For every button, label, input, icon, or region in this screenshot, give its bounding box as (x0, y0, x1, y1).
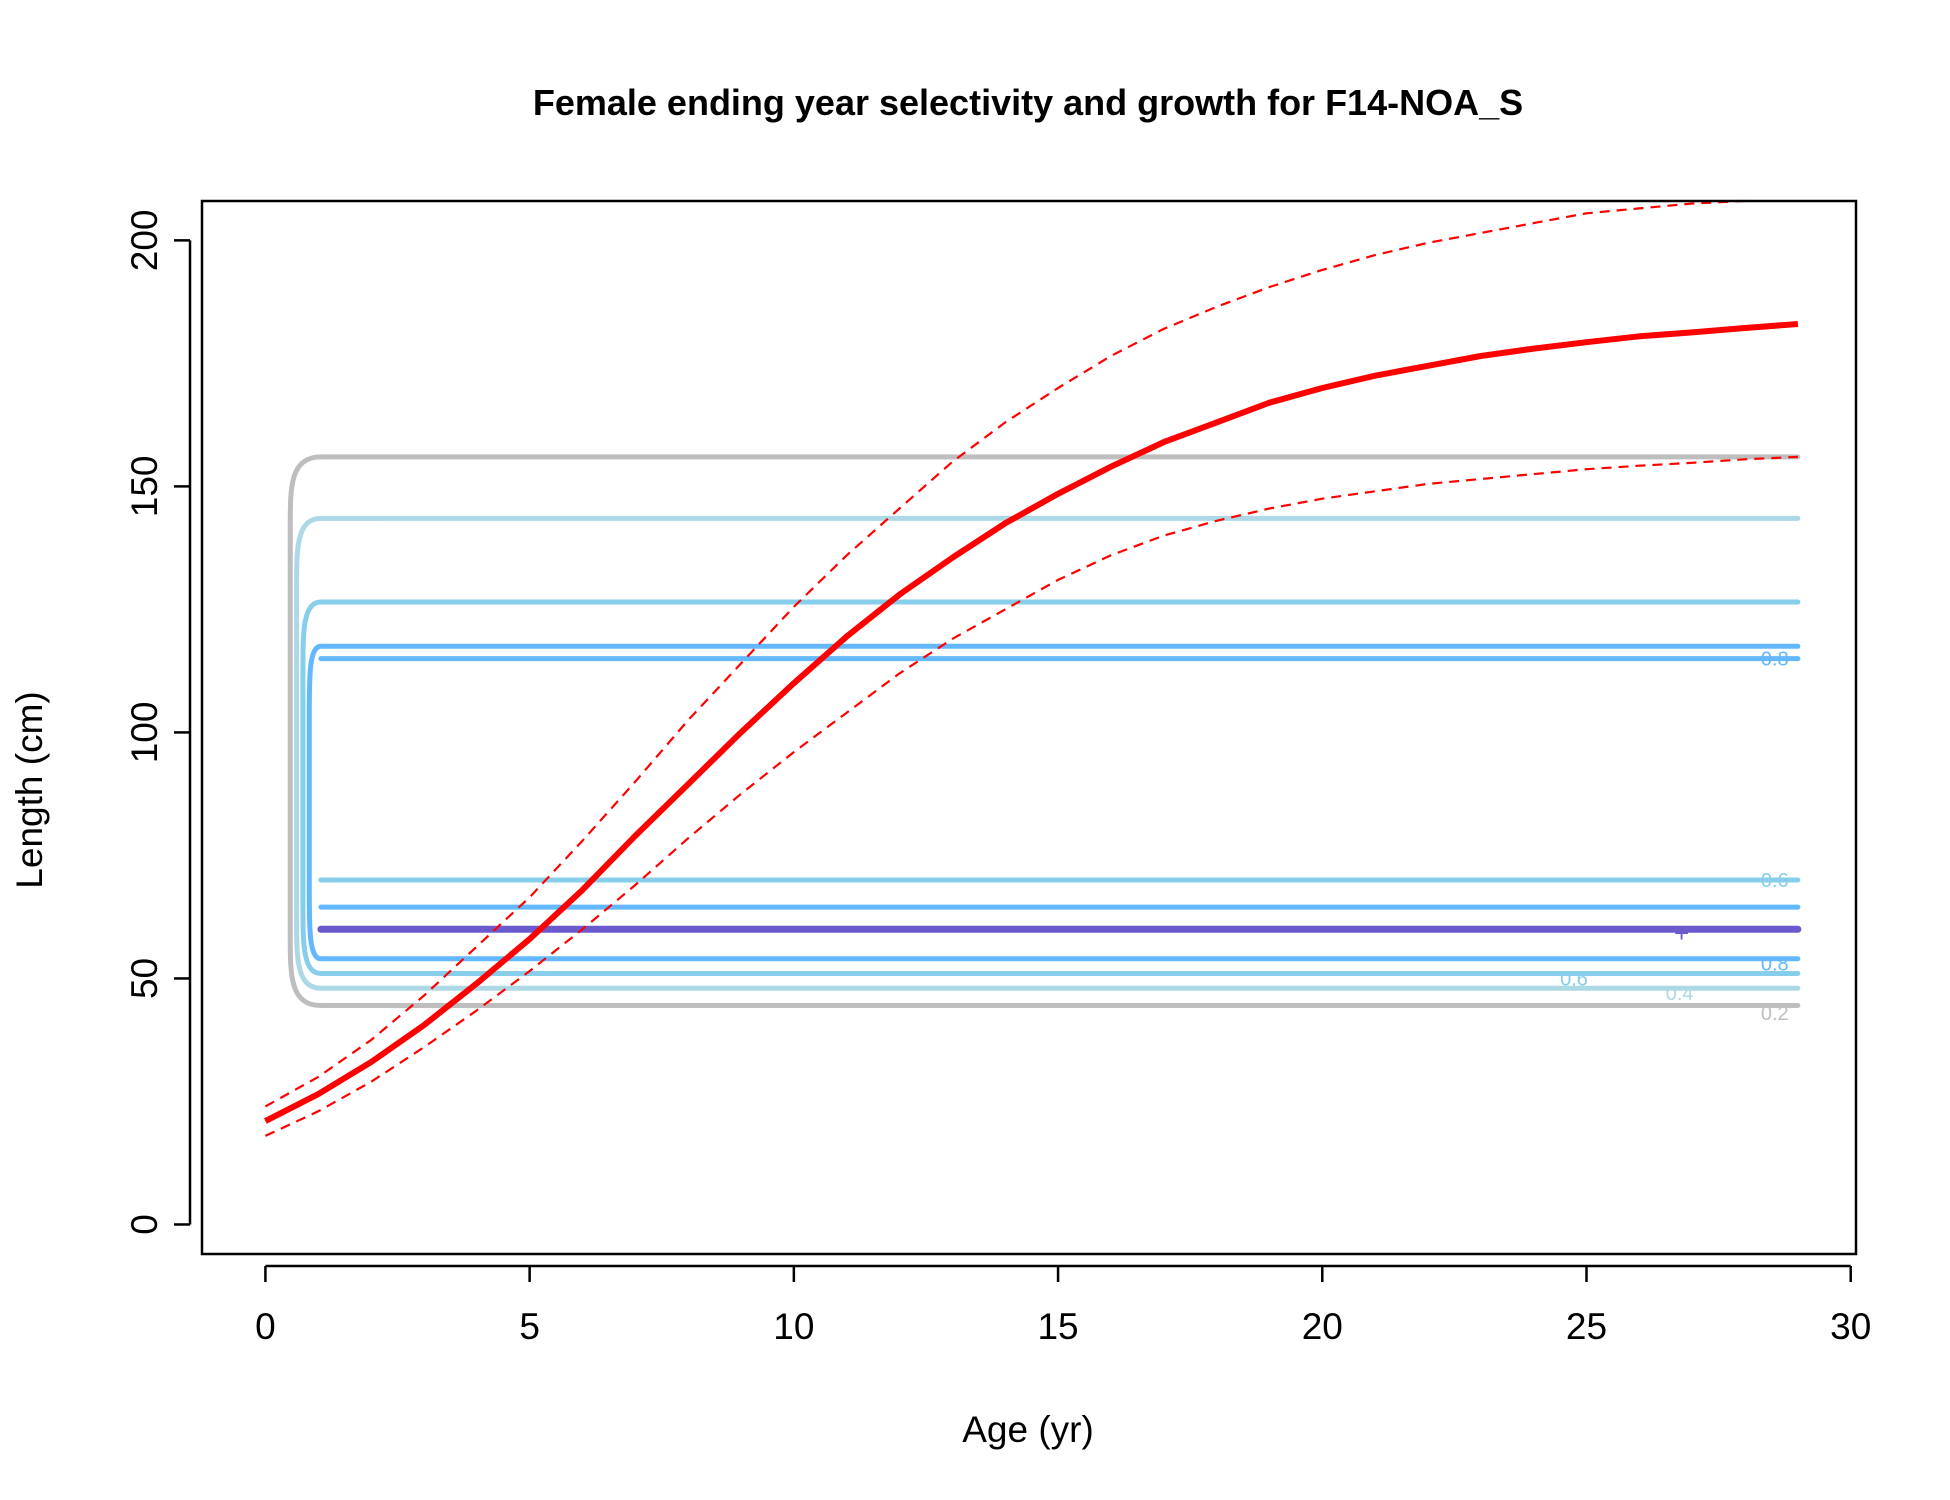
x-tick-label: 0 (255, 1306, 276, 1347)
contour-boundary (306, 643, 322, 962)
growth-interval-line (264, 199, 1746, 1108)
x-tick-label: 25 (1566, 1306, 1607, 1347)
y-tick-label: 200 (124, 209, 165, 271)
peak-marker: + (1674, 918, 1689, 948)
contour-label: 0.2 (1761, 1003, 1789, 1025)
x-tick-label: 5 (519, 1306, 540, 1347)
y-tick-label: 0 (124, 1214, 165, 1235)
y-tick-label: 50 (124, 958, 165, 999)
contour-label: 0.6 (1761, 870, 1789, 892)
y-axis-label: Length (cm) (9, 691, 50, 888)
x-axis-label: Age (yr) (962, 1409, 1094, 1450)
x-tick-label: 20 (1302, 1306, 1343, 1347)
x-tick-label: 10 (773, 1306, 814, 1347)
axes: 0 5 10 15 20 25 30 0 50 100 150 200 (124, 209, 1871, 1347)
growth-mean-line (264, 321, 1799, 1124)
chart-title: Female ending year selectivity and growt… (533, 82, 1523, 123)
growth-interval-line (264, 455, 1798, 1137)
selectivity-contours (287, 454, 1802, 1009)
x-tick-label: 30 (1830, 1306, 1871, 1347)
contour-labels: 0.8 0.6 0.8 0.6 0.4 0.2 + (1560, 649, 1789, 1025)
contour-label: 0.8 (1761, 954, 1789, 976)
y-tick-label: 100 (124, 702, 165, 764)
contour-label: 0.4 (1666, 983, 1694, 1005)
contour-boundary (294, 515, 322, 991)
contour-boundary (287, 454, 322, 1009)
growth-curves (264, 199, 1799, 1137)
contour-label: 0.6 (1560, 968, 1588, 990)
plot-frame (200, 199, 1858, 1256)
contour-label: 0.8 (1761, 649, 1789, 671)
x-tick-label: 15 (1037, 1306, 1078, 1347)
y-tick-label: 150 (124, 456, 165, 518)
contour-boundary (300, 599, 322, 977)
